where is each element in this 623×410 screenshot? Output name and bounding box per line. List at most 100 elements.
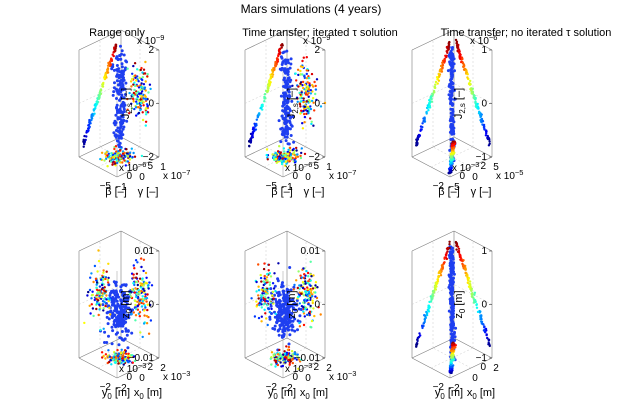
data-point [449, 102, 452, 106]
data-point [101, 83, 104, 86]
data-point [288, 116, 292, 120]
data-point [141, 111, 144, 114]
data-point [430, 100, 434, 103]
data-point [106, 297, 110, 300]
x-tick-label: 0 [292, 171, 298, 182]
data-point [427, 304, 431, 307]
data-point [89, 276, 92, 279]
data-point [452, 276, 455, 280]
data-point [287, 94, 291, 97]
data-point [115, 109, 119, 113]
data-point [450, 169, 453, 172]
data-point [278, 327, 282, 331]
data-point [283, 91, 287, 95]
data-point [315, 78, 319, 81]
data-point [450, 65, 454, 69]
data-point [286, 314, 290, 318]
x-axis-label: β [–] [105, 186, 127, 198]
data-point [260, 306, 263, 309]
data-point [456, 45, 459, 49]
data-point [282, 160, 286, 163]
z-tick-label: −0.01 [295, 353, 321, 364]
data-point [303, 74, 306, 77]
z-tick-label: −0.01 [129, 353, 155, 364]
data-point [139, 286, 143, 289]
data-point [425, 313, 429, 317]
data-point [269, 304, 273, 308]
data-point [460, 259, 463, 262]
data-point [275, 291, 279, 295]
data-point [449, 84, 453, 88]
data-point [139, 108, 142, 112]
data-point [274, 64, 277, 68]
data-point [465, 69, 468, 72]
data-point [273, 272, 276, 275]
data-point [102, 327, 105, 330]
data-point [415, 343, 418, 346]
data-point [115, 55, 119, 59]
data-point [132, 64, 135, 68]
data-point [453, 140, 456, 143]
data-point [132, 355, 136, 358]
data-point [138, 277, 142, 280]
data-point [486, 134, 489, 138]
data-point [470, 92, 473, 95]
y-tick-label: 2 [326, 363, 332, 374]
data-point [116, 293, 119, 297]
data-point [114, 113, 118, 117]
data-point [113, 123, 117, 127]
subplot-title: Time transfer; no iterated τ solution [441, 27, 612, 39]
data-point [122, 297, 126, 301]
data-point [127, 352, 130, 355]
y-tick-label: 0 [139, 172, 145, 183]
data-point [299, 274, 302, 277]
data-point [307, 91, 310, 95]
data-point [105, 294, 108, 297]
data-point [105, 151, 108, 154]
data-point [133, 84, 137, 88]
data-point [449, 288, 453, 292]
data-point [95, 286, 98, 289]
data-point [294, 72, 297, 75]
data-point [116, 69, 120, 73]
data-point [443, 58, 446, 62]
data-point [276, 60, 280, 63]
data-point [106, 154, 109, 157]
data-point [284, 160, 288, 163]
data-point [279, 140, 283, 144]
data-point [287, 296, 291, 300]
data-point [119, 44, 122, 48]
data-point [90, 303, 94, 306]
x-tick-label: −5 [100, 181, 112, 192]
data-point [274, 154, 277, 157]
data-point [116, 354, 120, 358]
data-point [121, 152, 125, 155]
data-point [109, 160, 113, 163]
data-point [131, 72, 134, 76]
data-point [451, 137, 454, 141]
data-point [450, 343, 454, 347]
data-point [285, 293, 289, 297]
data-point [126, 295, 129, 299]
data-point [264, 293, 268, 296]
data-point [124, 327, 128, 331]
data-point [293, 158, 296, 161]
z-axis-label: J2,s [–] [286, 88, 300, 119]
data-point [136, 300, 139, 303]
data-point [305, 77, 309, 80]
data-point [416, 142, 419, 146]
data-point [434, 86, 437, 90]
y-tick-label: −5 [448, 182, 460, 193]
data-point [286, 99, 290, 103]
data-point [303, 299, 306, 302]
data-point [87, 123, 91, 126]
data-point [132, 151, 135, 155]
x-exponent: x 10−6 [285, 160, 312, 174]
data-point [303, 273, 306, 276]
data-point [285, 104, 289, 108]
data-point [135, 280, 139, 284]
data-point [434, 80, 438, 84]
data-point [88, 288, 92, 292]
data-point [273, 284, 277, 288]
